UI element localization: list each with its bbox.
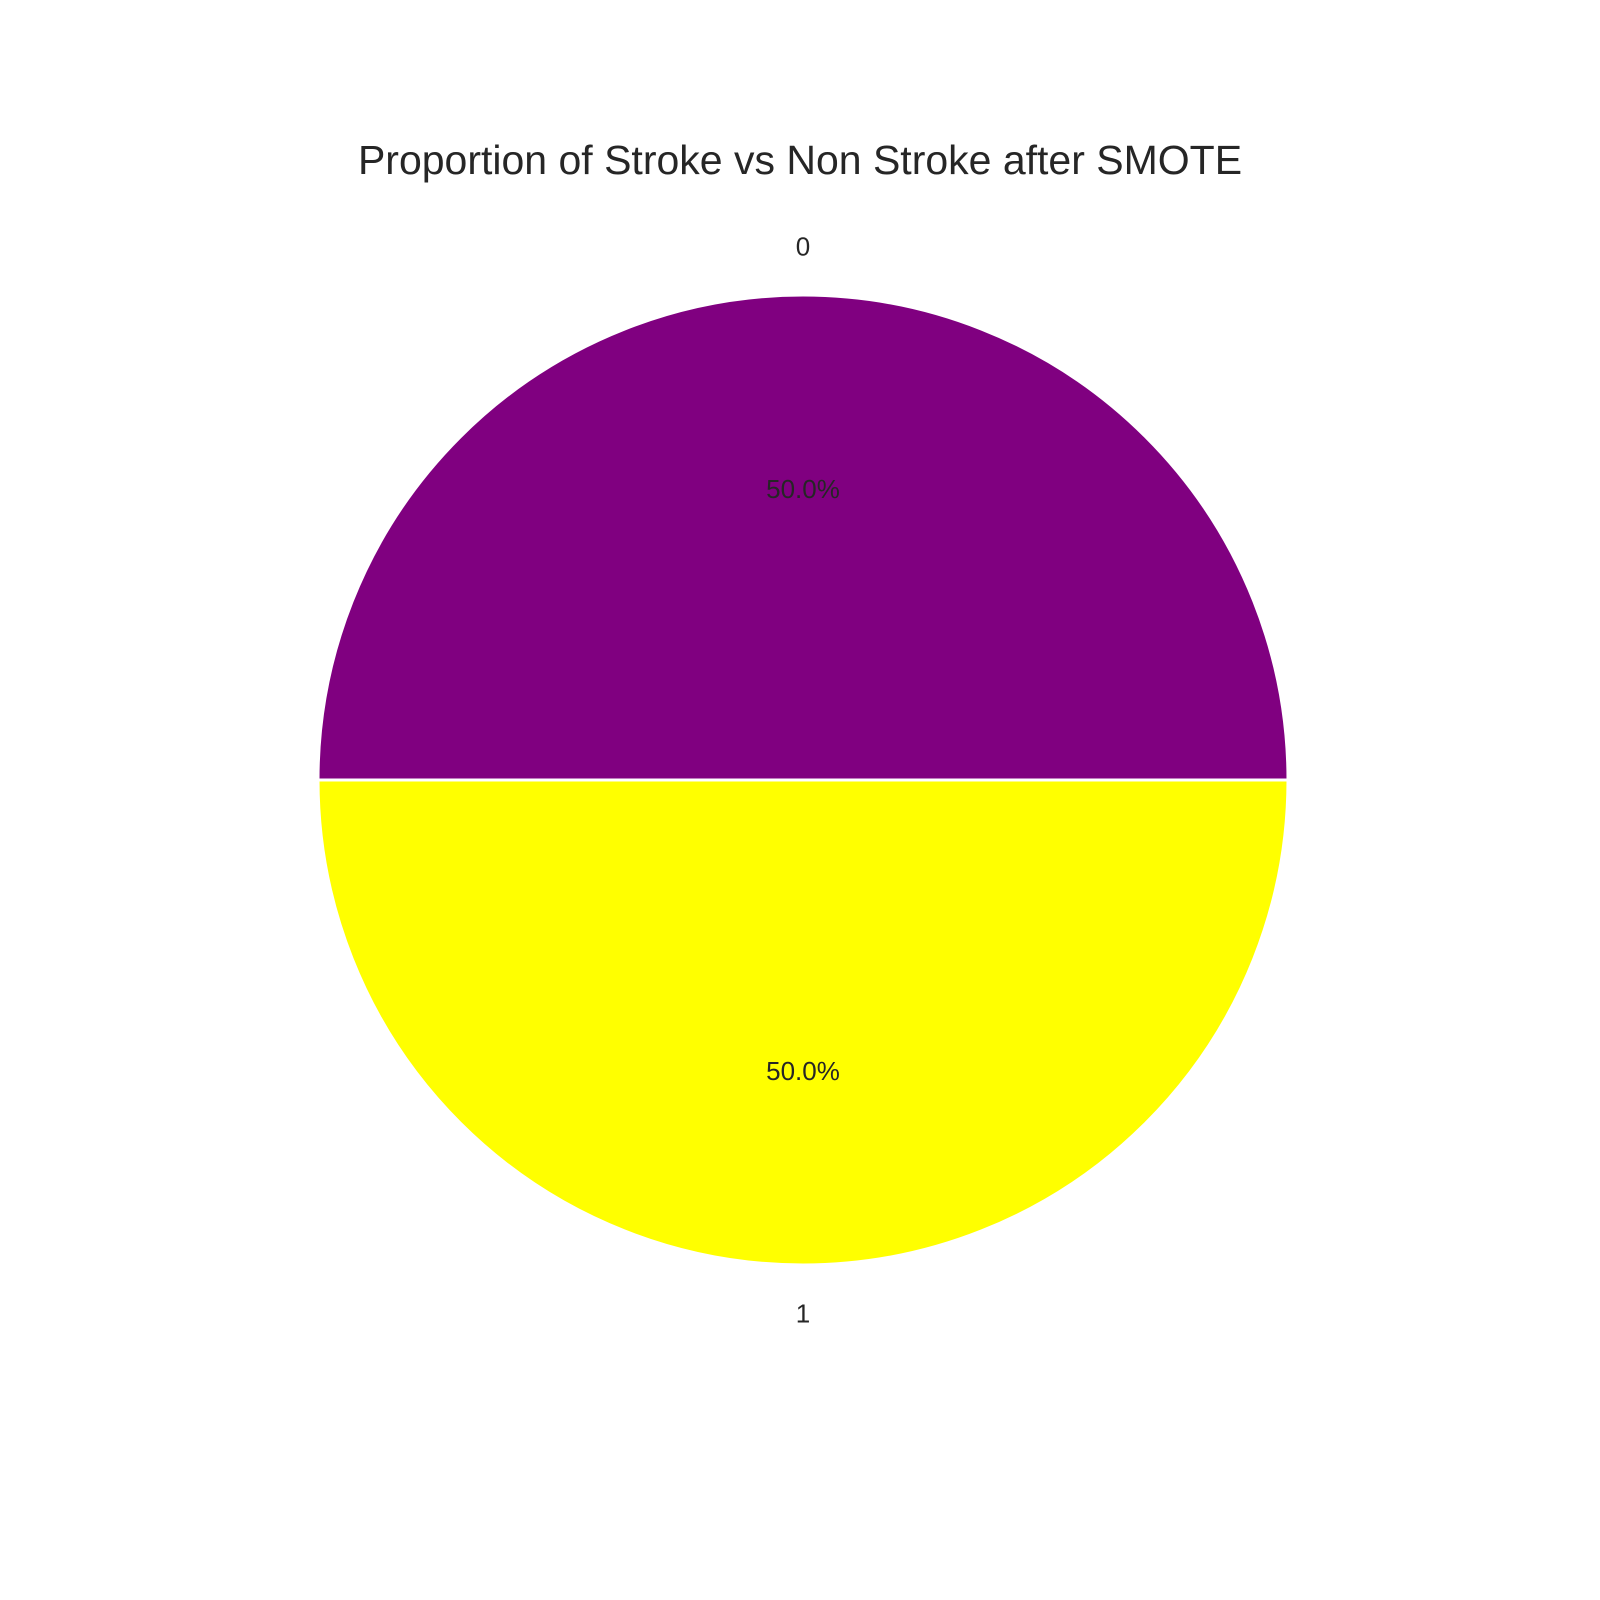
pie-slice-1 bbox=[316, 778, 1290, 1267]
slice-percent-0: 50.0% bbox=[766, 474, 840, 504]
slice-percent-1: 50.0% bbox=[766, 1056, 840, 1086]
chart-title: Proportion of Stroke vs Non Stroke after… bbox=[357, 137, 1243, 183]
slice-label-1: 1 bbox=[796, 1299, 810, 1329]
slice-label-0: 0 bbox=[796, 232, 810, 262]
pie-slice-0 bbox=[316, 293, 1290, 782]
